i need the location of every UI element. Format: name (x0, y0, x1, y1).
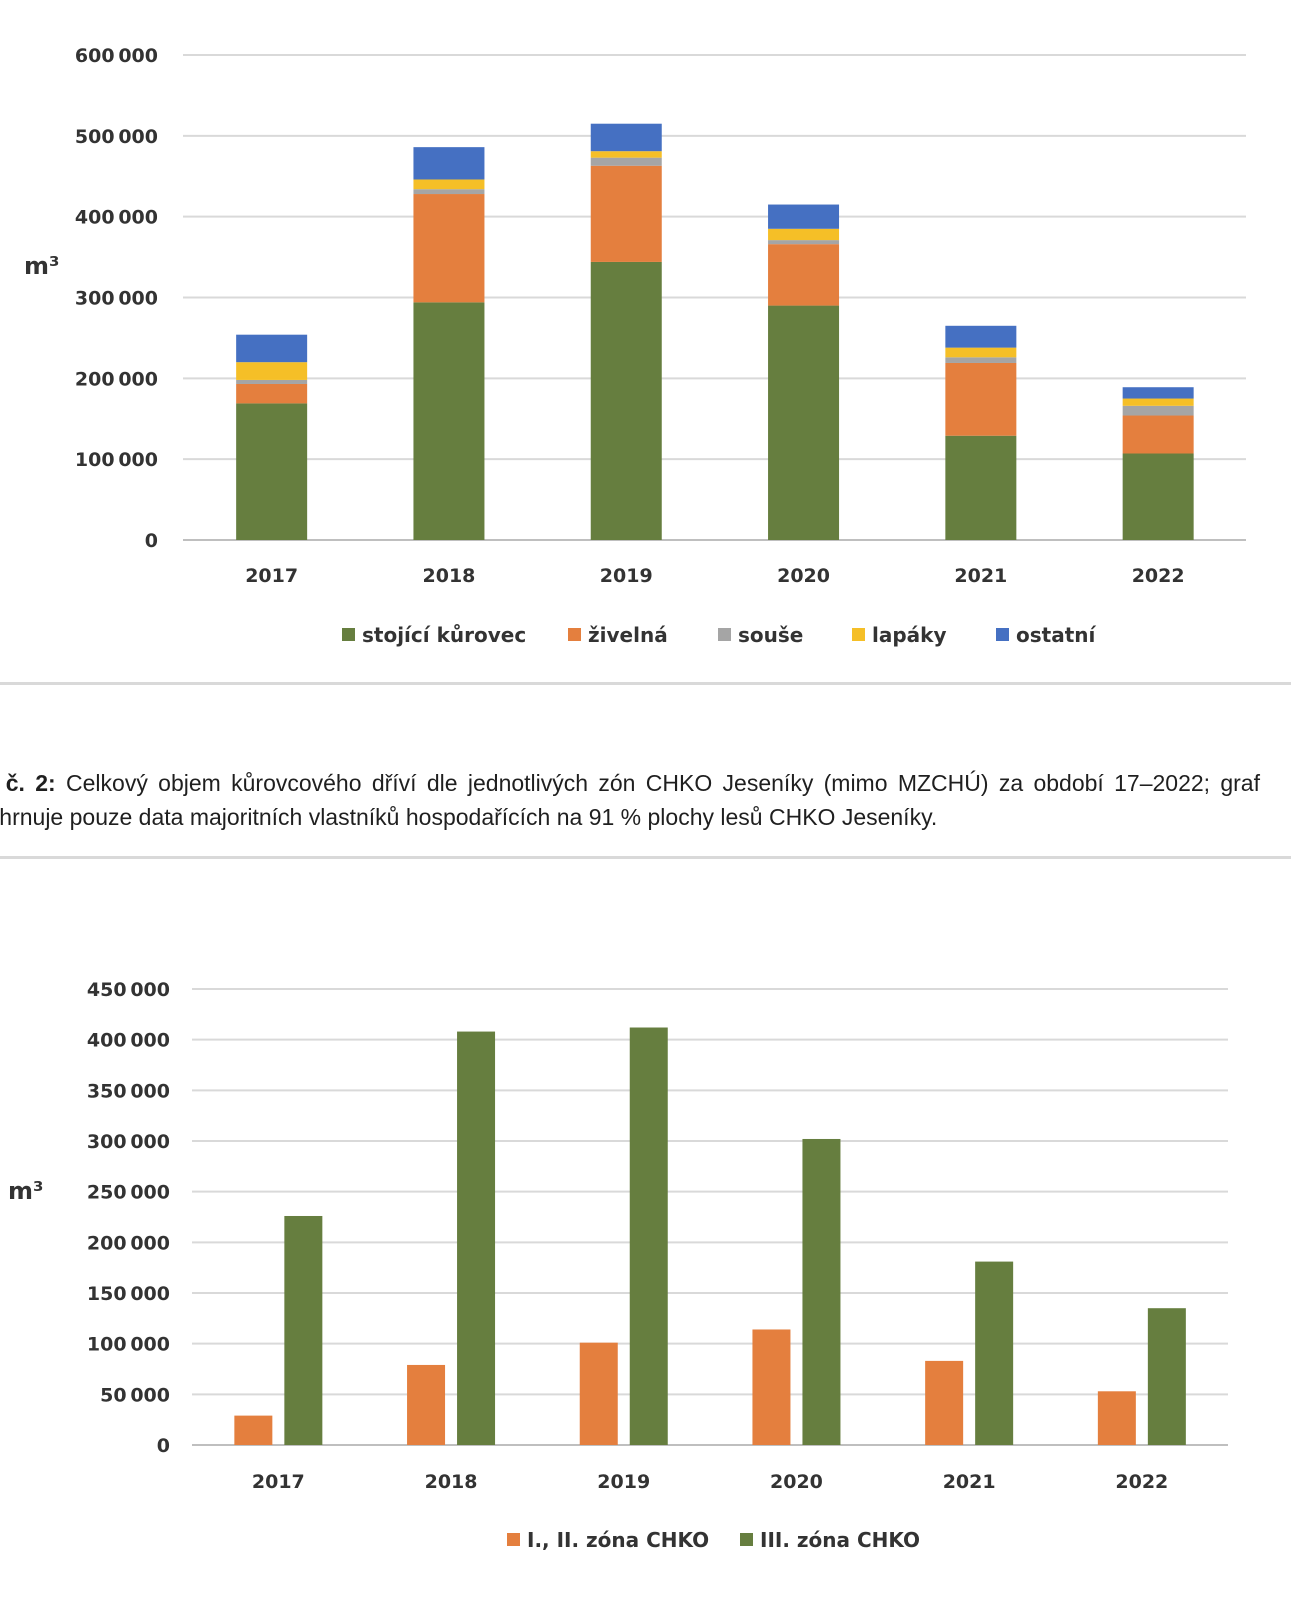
y-tick-label: 300 000 (87, 1131, 170, 1153)
bar-segment (945, 325, 1017, 348)
bar (407, 1364, 446, 1445)
y-tick-label: 0 (157, 1435, 170, 1457)
bar (1097, 1391, 1136, 1445)
y-tick-label: 400 000 (75, 207, 158, 229)
legend-swatch (852, 628, 865, 641)
y-tick-label: 50 000 (100, 1384, 170, 1406)
y-axis-label: m³ (24, 252, 60, 280)
bar-segment (236, 383, 308, 404)
legend-label: stojící kůrovec (362, 623, 526, 647)
y-tick-label: 100 000 (75, 449, 158, 471)
x-tick-label: 2017 (245, 565, 298, 587)
bar-segment (945, 435, 1017, 540)
x-tick-label: 2019 (600, 565, 653, 587)
bar-segment (1122, 415, 1194, 454)
legend-swatch (740, 1533, 753, 1546)
bar-segment (590, 151, 662, 158)
x-tick-label: 2022 (1132, 565, 1185, 587)
bar-segment (413, 302, 485, 540)
y-tick-label: 450 000 (87, 979, 170, 1001)
bar-segment (236, 379, 308, 384)
x-tick-label: 2020 (770, 1471, 823, 1493)
legend-swatch (507, 1533, 520, 1546)
bar-segment (413, 189, 485, 195)
y-tick-label: 600 000 (75, 45, 158, 67)
bar-segment (768, 240, 840, 245)
x-tick-label: 2021 (954, 565, 1007, 587)
bar-segment (768, 228, 840, 241)
chart-caption: af č. 2: Celkový objem kůrovcového dříví… (0, 766, 1260, 834)
bar-segment (413, 194, 485, 303)
bar-segment (1122, 453, 1194, 540)
legend-label: živelná (588, 623, 668, 647)
y-tick-label: 250 000 (87, 1182, 170, 1204)
y-tick-label: 200 000 (75, 368, 158, 390)
bar-segment (590, 165, 662, 262)
y-tick-label: 150 000 (87, 1283, 170, 1305)
y-tick-label: 200 000 (87, 1232, 170, 1254)
bar (975, 1261, 1014, 1445)
bar-segment (768, 305, 840, 540)
legend-label: souše (738, 623, 803, 647)
legend-label: lapáky (872, 623, 947, 647)
bar-segment (590, 261, 662, 540)
bar (579, 1342, 618, 1445)
legend-swatch (718, 628, 731, 641)
bar-segment (236, 403, 308, 540)
y-tick-label: 500 000 (75, 126, 158, 148)
x-tick-label: 2022 (1115, 1471, 1168, 1493)
bar-segment (945, 347, 1017, 358)
y-tick-label: 400 000 (87, 1030, 170, 1052)
legend-swatch (996, 628, 1009, 641)
y-tick-label: 100 000 (87, 1334, 170, 1356)
x-tick-label: 2017 (252, 1471, 305, 1493)
bar (457, 1031, 496, 1445)
chart-volume-by-zone: 0 50 000 100 000 150 000 200 000 250 000 300 0… (8, 979, 1228, 1552)
legend-label: ostatní (1016, 623, 1097, 647)
bar (802, 1138, 841, 1445)
bar (284, 1215, 323, 1445)
x-tick-label: 2020 (777, 565, 830, 587)
bar-segment (590, 123, 662, 152)
bar-segment (1122, 398, 1194, 406)
divider-bottom (0, 856, 1291, 859)
bar (1147, 1308, 1186, 1445)
caption-label: af č. 2: (0, 770, 56, 796)
y-tick-label: 350 000 (87, 1080, 170, 1102)
x-tick-label: 2018 (425, 1471, 478, 1493)
legend-swatch (568, 628, 581, 641)
bar-segment (413, 147, 485, 180)
y-tick-label: 300 000 (75, 288, 158, 310)
y-tick-label: 0 (145, 530, 158, 552)
bar-segment (413, 179, 485, 190)
bar (752, 1329, 791, 1445)
legend-swatch (342, 628, 355, 641)
bar (234, 1415, 273, 1445)
bar-segment (1122, 387, 1194, 399)
bar-segment (236, 334, 308, 363)
divider-top (0, 682, 1291, 685)
x-tick-label: 2019 (597, 1471, 650, 1493)
x-tick-label: 2018 (423, 565, 476, 587)
bar-segment (945, 362, 1017, 436)
bar-segment (768, 204, 840, 229)
bar-segment (590, 157, 662, 166)
caption-text: Celkový objem kůrovcového dříví dle jedn… (0, 770, 1260, 830)
bar (629, 1027, 668, 1445)
legend-label: I., II. zóna CHKO (527, 1528, 709, 1552)
chart-stacked-volume-by-type: 0 100 000 200 000 300 000 400 000 500 000 600 … (24, 45, 1246, 647)
bar (925, 1360, 964, 1445)
legend-label: III. zóna CHKO (760, 1528, 920, 1552)
bar-segment (768, 244, 840, 306)
bar-segment (945, 357, 1017, 363)
y-axis-label: m³ (8, 1177, 44, 1205)
bar-segment (236, 362, 308, 380)
bar-segment (1122, 405, 1194, 416)
x-tick-label: 2021 (943, 1471, 996, 1493)
